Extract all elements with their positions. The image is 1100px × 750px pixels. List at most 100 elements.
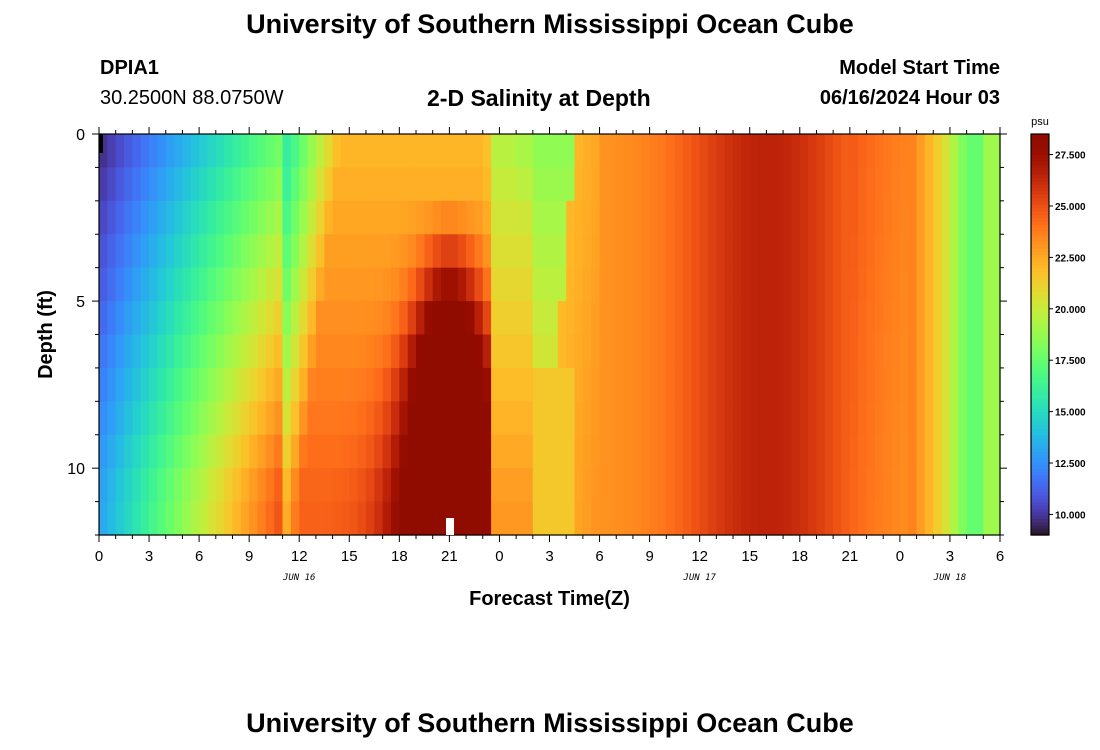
heatmap-cell — [557, 267, 567, 302]
heatmap-cell — [883, 468, 893, 503]
heatmap-cell — [265, 468, 275, 503]
heatmap-cell — [666, 134, 676, 169]
heatmap-cell — [624, 134, 634, 169]
heatmap-cell — [516, 434, 526, 469]
heatmap-cell — [274, 468, 284, 503]
heatmap-cell — [265, 367, 275, 402]
heatmap-cell — [616, 367, 626, 402]
heatmap-cell — [958, 501, 968, 536]
heatmap-cell — [858, 501, 868, 536]
heatmap-cell — [716, 234, 726, 269]
heatmap-cell — [574, 167, 584, 202]
heatmap-cell — [791, 200, 801, 235]
heatmap-cell — [816, 267, 826, 302]
heatmap-cell — [874, 501, 884, 536]
heatmap-cell — [733, 134, 742, 169]
colorbar-segment — [1031, 458, 1049, 463]
heatmap-cell — [883, 200, 893, 235]
heatmap-cell — [799, 501, 809, 536]
heatmap-cell — [891, 434, 901, 469]
heatmap-cell — [958, 234, 968, 269]
heatmap-cell — [974, 167, 984, 202]
heatmap-cell — [357, 501, 367, 536]
heatmap-cell — [499, 234, 509, 269]
heatmap-cell — [382, 367, 392, 402]
heatmap-cell — [941, 267, 951, 302]
heatmap-cell — [649, 401, 659, 436]
heatmap-cell — [374, 401, 384, 436]
heatmap-cell — [232, 468, 242, 503]
heatmap-cell — [232, 267, 242, 302]
page-title: University of Southern Mississippi Ocean… — [246, 9, 854, 39]
heatmap-cell — [124, 401, 133, 436]
heatmap-cell — [315, 267, 325, 302]
heatmap-cell — [474, 267, 484, 302]
heatmap-cell — [791, 301, 801, 336]
heatmap-cell — [841, 200, 851, 235]
x-date-label: JUN 16 — [282, 573, 316, 583]
heatmap-cell — [624, 334, 634, 369]
heatmap-cell — [207, 468, 217, 503]
heatmap-cell — [599, 468, 609, 503]
heatmap-cell — [682, 468, 692, 503]
heatmap-cell — [783, 468, 793, 503]
heatmap-cell — [207, 301, 217, 336]
heatmap-cell — [115, 401, 125, 436]
heatmap-cell — [499, 167, 509, 202]
heatmap-cell — [641, 134, 651, 169]
heatmap-cell — [199, 134, 209, 169]
colorbar-segment — [1031, 210, 1049, 215]
heatmap-cell — [774, 234, 784, 269]
heatmap-cell — [491, 501, 501, 536]
heatmap-cell — [407, 167, 417, 202]
heatmap-cell — [908, 501, 918, 536]
heatmap-cell — [524, 334, 534, 369]
heatmap-cell — [858, 468, 868, 503]
heatmap-cell — [641, 401, 651, 436]
heatmap-cell — [507, 367, 517, 402]
heatmap-cell — [174, 267, 184, 302]
heatmap-cell — [499, 200, 509, 235]
heatmap-cell — [282, 367, 292, 402]
colorbar-segment — [1031, 220, 1049, 225]
heatmap-cell — [382, 468, 392, 503]
x-tick-label: 12 — [291, 548, 308, 565]
heatmap-cell — [340, 200, 350, 235]
heatmap-cell — [899, 434, 909, 469]
heatmap-cell — [174, 167, 184, 202]
heatmap-cell — [674, 334, 684, 369]
heatmap-cell — [858, 200, 868, 235]
heatmap-cell — [941, 468, 951, 503]
heatmap-cell — [933, 134, 943, 169]
heatmap-cell — [641, 234, 651, 269]
heatmap-cell — [908, 334, 918, 369]
heatmap-cell — [274, 334, 284, 369]
heatmap-cell — [632, 301, 642, 336]
colorbar-segment — [1031, 361, 1049, 366]
colorbar-segment — [1031, 311, 1049, 316]
heatmap-cell — [849, 401, 859, 436]
heatmap-cell — [749, 468, 759, 503]
heatmap-cell — [774, 501, 784, 536]
heatmap-cell — [541, 234, 551, 269]
heatmap-cell — [674, 401, 684, 436]
heatmap-cell — [666, 434, 676, 469]
heatmap-cell — [549, 401, 559, 436]
heatmap-cell — [215, 134, 225, 169]
x-tick-label: 6 — [195, 548, 203, 565]
heatmap-cell — [724, 134, 734, 169]
heatmap-cell — [666, 200, 676, 235]
heatmap-cell — [124, 267, 133, 302]
heatmap-cell — [124, 134, 133, 169]
heatmap-cell — [257, 401, 267, 436]
heatmap-cell — [449, 234, 459, 269]
station-id: DPIA1 — [100, 57, 159, 79]
heatmap-cell — [524, 200, 534, 235]
heatmap-cell — [99, 301, 108, 336]
colorbar-segment — [1031, 230, 1049, 235]
heatmap-cell — [958, 167, 968, 202]
heatmap-cell — [591, 134, 601, 169]
colorbar-segment — [1031, 518, 1049, 523]
colorbar-segment — [1031, 441, 1049, 446]
heatmap-cell — [866, 134, 876, 169]
